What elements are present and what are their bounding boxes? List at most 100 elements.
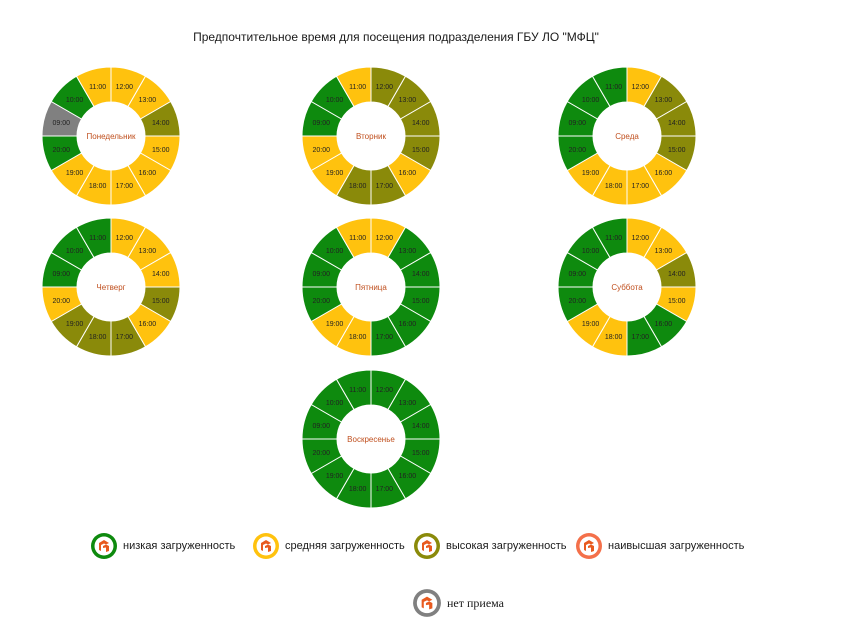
slice-hour-label: 15:00: [152, 147, 170, 154]
slice-hour-label: 12:00: [376, 235, 394, 242]
slice-hour-label: 09:00: [568, 120, 586, 127]
day-label: Понедельник: [87, 132, 136, 141]
slice-hour-label: 17:00: [116, 183, 134, 190]
slice-hour-label: 19:00: [582, 321, 600, 328]
day-label: Пятница: [355, 283, 387, 292]
slice-hour-label: 13:00: [655, 97, 673, 104]
slice-hour-label: 16:00: [399, 170, 417, 177]
slice-hour-label: 10:00: [66, 248, 84, 255]
slice-hour-label: 15:00: [412, 450, 430, 457]
legend-low-icon: [91, 533, 117, 559]
slice-hour-label: 11:00: [605, 235, 622, 242]
slice-hour-label: 16:00: [655, 170, 673, 177]
slice-hour-label: 19:00: [66, 321, 84, 328]
slice-hour-label: 18:00: [89, 183, 107, 190]
donut-hole: [77, 102, 145, 170]
slice-hour-label: 11:00: [89, 84, 106, 91]
legend-label-high: высокая загруженность: [446, 540, 567, 552]
slice-hour-label: 10:00: [326, 97, 344, 104]
slice-hour-label: 16:00: [139, 170, 157, 177]
donut-3: 12:00 13:00 14:00 15:00 16:00 17:00 18:00 19:00…: [557, 66, 697, 206]
slice-hour-label: 15:00: [668, 147, 686, 154]
donut-hole: [337, 405, 405, 473]
donut-1: 12:00 13:00 14:00 15:00 16:00 17:00 18:00 19:00…: [41, 66, 181, 206]
legend-label-highest: наивысшая загруженность: [608, 540, 745, 552]
slice-hour-label: 19:00: [326, 321, 344, 328]
slice-hour-label: 13:00: [139, 248, 157, 255]
legend-medium-icon: [253, 533, 279, 559]
legend-item-high: высокая загруженность: [413, 532, 566, 560]
donut-5: 12:00 13:00 14:00 15:00 16:00 17:00 18:00 19:00…: [301, 217, 441, 357]
donut-4: 12:00 13:00 14:00 15:00 16:00 17:00 18:00 19:00…: [41, 217, 181, 357]
donut-2: 12:00 13:00 14:00 15:00 16:00 17:00 18:00 19:00…: [301, 66, 441, 206]
slice-hour-label: 14:00: [152, 271, 170, 278]
slice-hour-label: 09:00: [312, 120, 330, 127]
slice-hour-label: 18:00: [605, 183, 623, 190]
slice-hour-label: 09:00: [312, 271, 330, 278]
slice-hour-label: 20:00: [568, 298, 586, 305]
slice-hour-label: 10:00: [66, 97, 84, 104]
legend-highest-icon: [576, 533, 602, 559]
slice-hour-label: 13:00: [399, 400, 417, 407]
slice-hour-label: 17:00: [116, 334, 134, 341]
slice-hour-label: 12:00: [376, 84, 394, 91]
slice-hour-label: 19:00: [582, 170, 600, 177]
slice-hour-label: 13:00: [139, 97, 157, 104]
legend-item-medium: средняя загруженность: [252, 532, 405, 560]
slice-hour-label: 14:00: [412, 423, 430, 430]
slice-hour-label: 20:00: [52, 298, 70, 305]
slice-hour-label: 19:00: [326, 170, 344, 177]
slice-hour-label: 13:00: [399, 248, 417, 255]
slice-hour-label: 12:00: [632, 235, 650, 242]
donut-hole: [593, 102, 661, 170]
slice-hour-label: 16:00: [139, 321, 157, 328]
slice-hour-label: 12:00: [116, 235, 134, 242]
slice-hour-label: 20:00: [312, 298, 330, 305]
slice-hour-label: 09:00: [52, 271, 70, 278]
legend-label-closed: нет приема: [447, 595, 504, 610]
slice-hour-label: 20:00: [568, 147, 586, 154]
donut-7: 12:00 13:00 14:00 15:00 16:00 17:00 18:00 19:00…: [301, 369, 441, 509]
slice-hour-label: 09:00: [52, 120, 70, 127]
slice-hour-label: 09:00: [568, 271, 586, 278]
legend-label-medium: средняя загруженность: [285, 540, 405, 552]
donut-6: 12:00 13:00 14:00 15:00 16:00 17:00 18:00 19:00…: [557, 217, 697, 357]
legend-item-closed: нет приема: [412, 588, 504, 618]
slice-hour-label: 14:00: [668, 120, 686, 127]
slice-hour-label: 18:00: [605, 334, 623, 341]
slice-hour-label: 16:00: [399, 321, 417, 328]
slice-hour-label: 19:00: [66, 170, 84, 177]
day-label: Среда: [615, 132, 639, 141]
slice-hour-label: 16:00: [655, 321, 673, 328]
slice-hour-label: 11:00: [349, 84, 366, 91]
donut-hole: [337, 253, 405, 321]
slice-hour-label: 17:00: [376, 183, 394, 190]
slice-hour-label: 14:00: [412, 120, 430, 127]
slice-hour-label: 17:00: [632, 183, 650, 190]
slice-hour-label: 18:00: [349, 486, 367, 493]
legend-item-highest: наивысшая загруженность: [575, 532, 744, 560]
slice-hour-label: 10:00: [582, 248, 600, 255]
slice-hour-label: 20:00: [312, 147, 330, 154]
slice-hour-label: 12:00: [116, 84, 134, 91]
legend-label-low: низкая загруженность: [123, 540, 236, 552]
slice-hour-label: 10:00: [326, 400, 344, 407]
slice-hour-label: 15:00: [412, 147, 430, 154]
legend-item-low: низкая загруженность: [90, 532, 235, 560]
slice-hour-label: 10:00: [582, 97, 600, 104]
slice-hour-label: 15:00: [668, 298, 686, 305]
slice-hour-label: 15:00: [412, 298, 430, 305]
slice-hour-label: 18:00: [349, 183, 367, 190]
slice-hour-label: 13:00: [655, 248, 673, 255]
slice-hour-label: 14:00: [152, 120, 170, 127]
day-label: Суббота: [611, 283, 643, 292]
day-label: Воскресенье: [347, 435, 395, 444]
slice-hour-label: 12:00: [632, 84, 650, 91]
slice-hour-label: 14:00: [412, 271, 430, 278]
slice-hour-label: 20:00: [52, 147, 70, 154]
slice-hour-label: 11:00: [349, 235, 366, 242]
chart-title: Предпочтительное время для посещения под…: [193, 30, 599, 44]
donut-hole: [337, 102, 405, 170]
slice-hour-label: 17:00: [376, 486, 394, 493]
slice-hour-label: 18:00: [89, 334, 107, 341]
